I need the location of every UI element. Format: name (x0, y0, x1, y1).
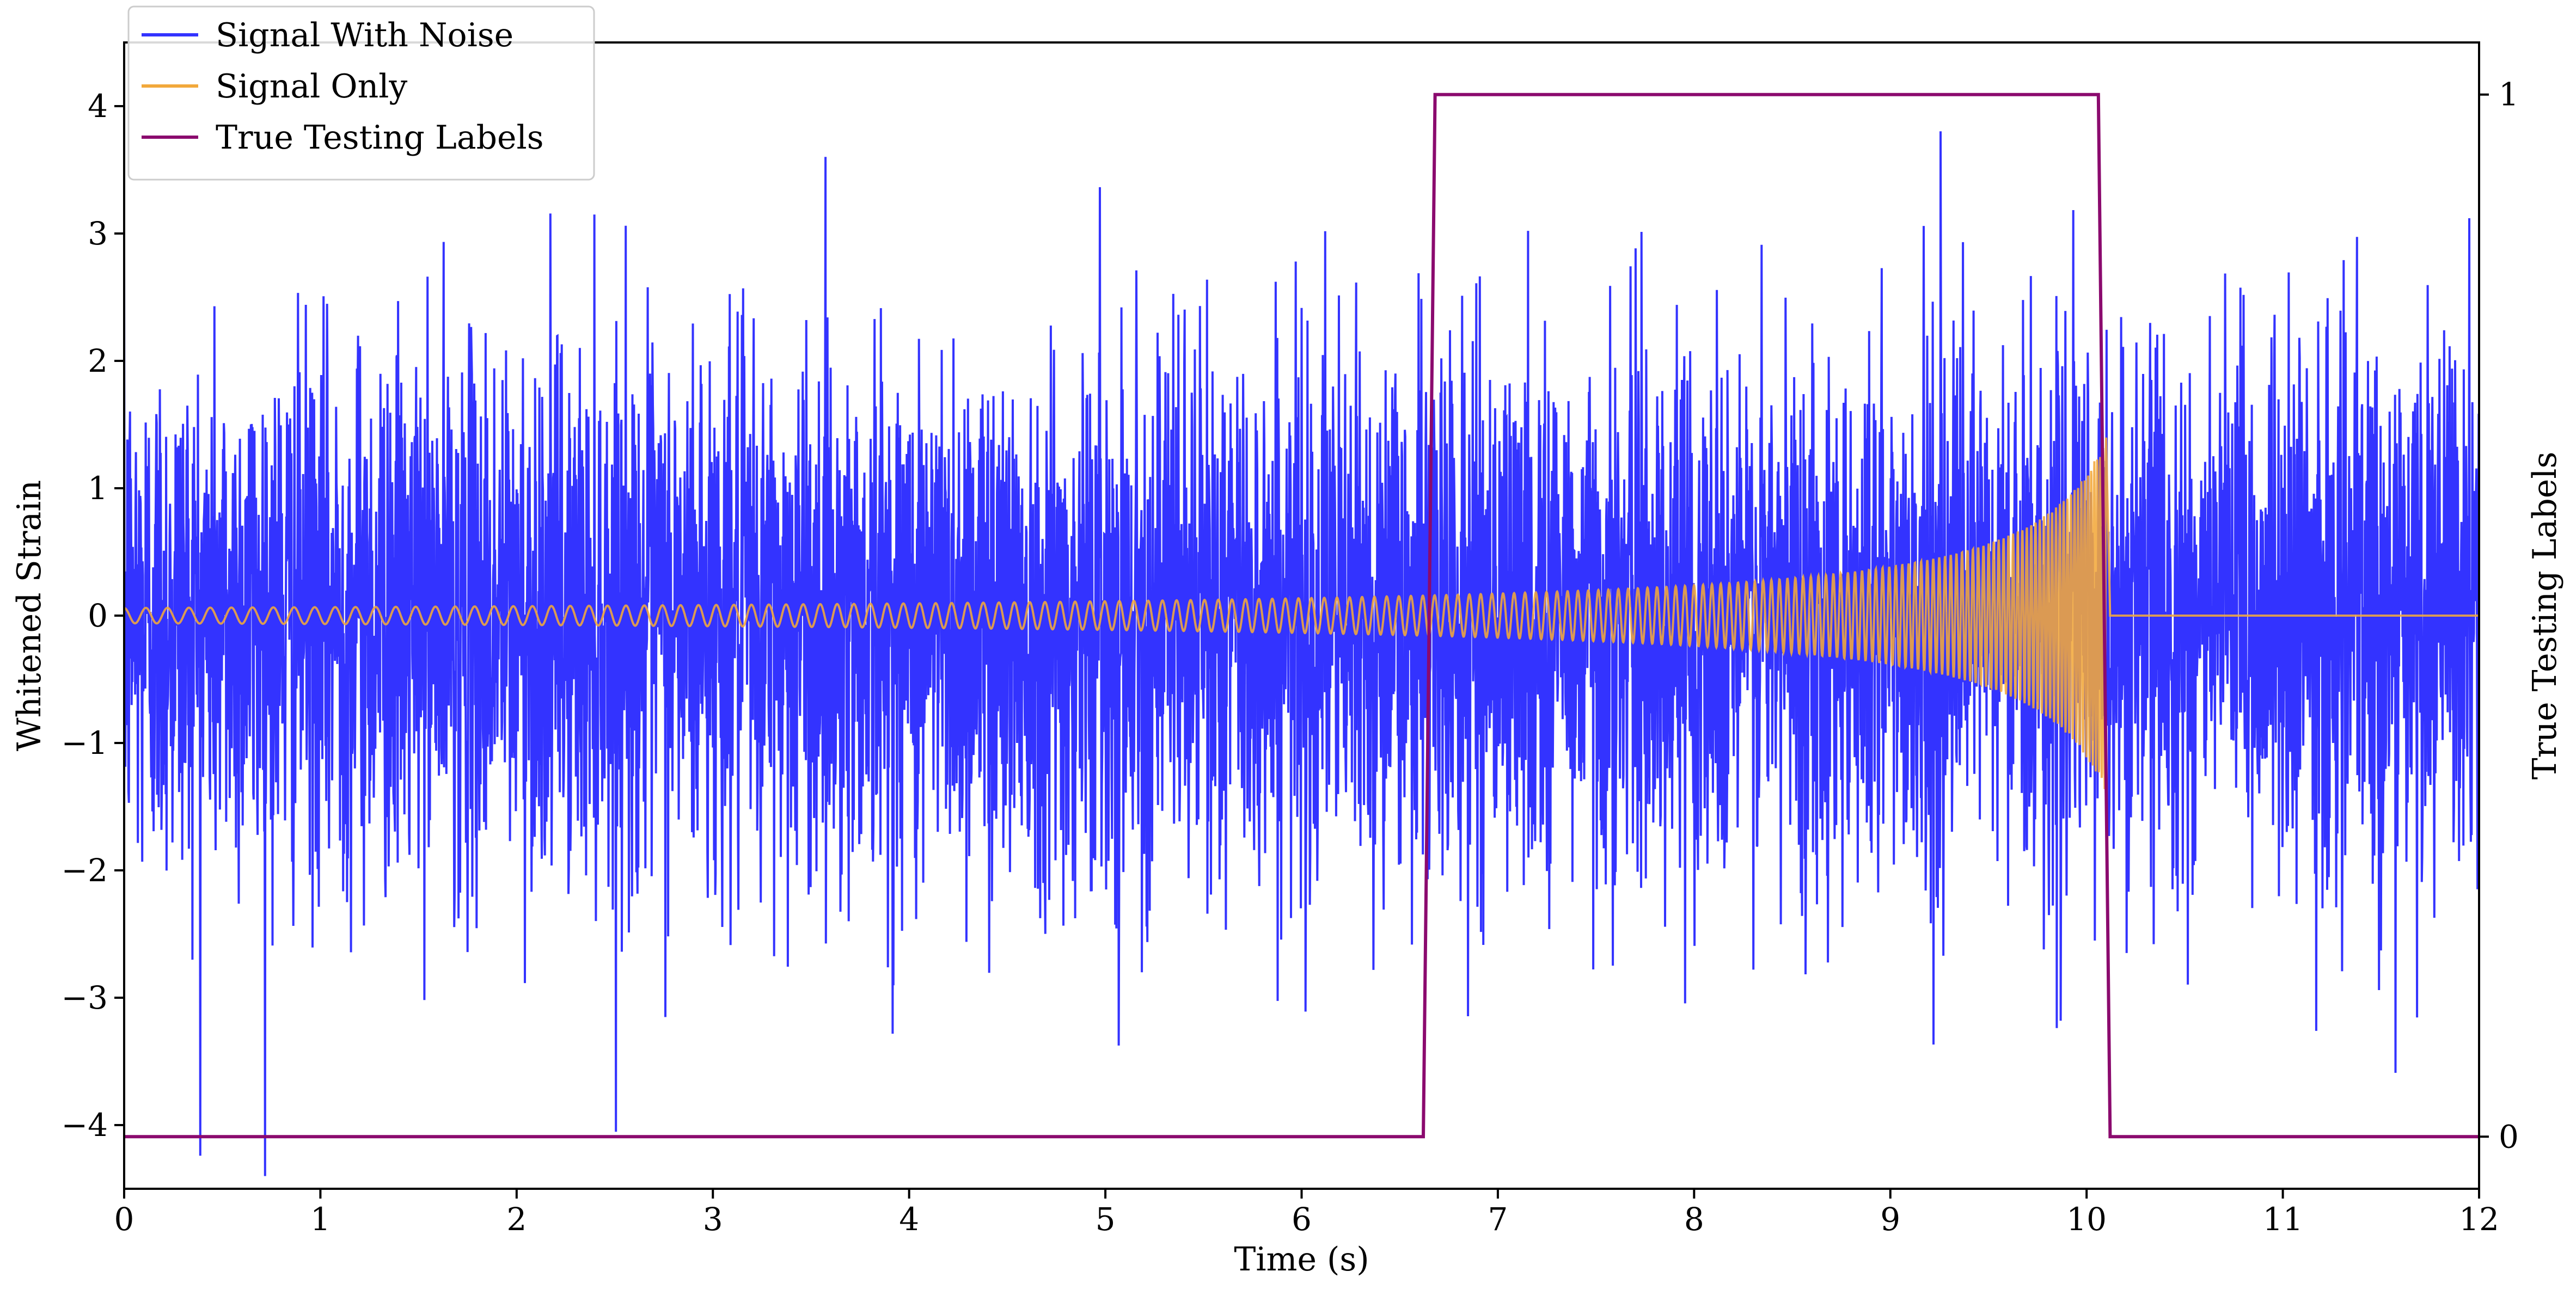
x-axis: 0 1 2 3 4 5 6 7 8 9 10 11 12 (114, 1189, 2499, 1238)
y-tick-label: 1 (88, 470, 108, 507)
x-tick-label: 2 (506, 1201, 527, 1238)
x-tick-label: 7 (1488, 1201, 1508, 1238)
series-signal-with-noise (124, 131, 2479, 1176)
x-tick-label: 5 (1096, 1201, 1116, 1238)
y2-tick-label: 0 (2499, 1118, 2519, 1155)
legend: Signal With Noise Signal Only True Testing… (127, 5, 595, 181)
legend-label: True Testing Labels (216, 119, 544, 157)
legend-label: Signal Only (216, 67, 407, 106)
x-tick-label: 8 (1684, 1201, 1704, 1238)
x-axis-title: Time (s) (1234, 1240, 1369, 1279)
x-tick-label: 4 (899, 1201, 919, 1238)
y-tick-label: −1 (62, 724, 108, 761)
series-true-testing-labels (124, 93, 2479, 1139)
y-tick-label: −4 (62, 1107, 108, 1144)
legend-box (127, 5, 595, 181)
x-tick-label: 10 (2066, 1201, 2107, 1238)
y-axis-title: Whitened Strain (10, 480, 48, 751)
y-tick-label: −2 (62, 852, 108, 889)
y-tick-label: 2 (88, 342, 108, 379)
legend-label: Signal With Noise (216, 16, 513, 54)
series-signal-only (124, 437, 2479, 789)
x-tick-label: 11 (2263, 1201, 2303, 1238)
y-axis: −4 −3 −2 −1 0 1 2 3 4 (62, 88, 124, 1144)
x-tick-label: 12 (2459, 1201, 2499, 1238)
y2-tick-label: 1 (2499, 76, 2519, 113)
y-tick-label: 3 (88, 215, 108, 252)
y-tick-label: 0 (88, 597, 108, 634)
y2-axis: 01 (2479, 76, 2519, 1155)
series-layer (124, 93, 2479, 1176)
x-tick-label: 1 (310, 1201, 331, 1238)
x-tick-label: 3 (703, 1201, 723, 1238)
x-tick-label: 9 (1880, 1201, 1900, 1238)
x-tick-label: 6 (1292, 1201, 1312, 1238)
y2-axis-title: True Testing Labels (2526, 452, 2564, 780)
y-tick-label: 4 (88, 88, 108, 125)
x-tick-label: 0 (114, 1201, 134, 1238)
y-tick-label: −3 (62, 979, 108, 1016)
